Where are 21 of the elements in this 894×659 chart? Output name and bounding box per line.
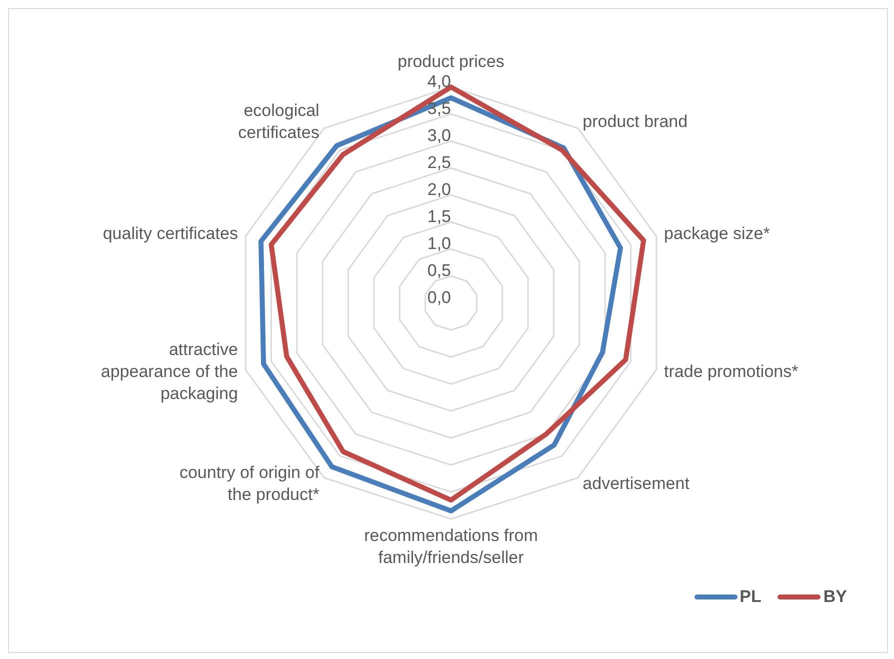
y-tick-label: 3,5 [427,99,451,118]
y-tick-label: 1,5 [427,207,451,226]
y-tick-label: 2,5 [427,153,451,172]
spoke-label: ecological certificates [238,100,320,142]
spoke-label: country of origin of the product* [179,463,320,504]
spoke-label: advertisement [582,474,690,494]
spoke-label: product brand [582,112,688,131]
spoke-label: recommendations from family/friends/seller [364,526,538,567]
y-tick-label: 4,0 [427,72,451,91]
legend-label: PL [740,587,762,607]
spoke-label: trade promotions* [664,362,799,382]
y-tick-label: 2,0 [427,180,451,199]
legend-label: BY [823,587,847,607]
y-tick-label: 3,0 [427,126,451,145]
y-tick-label: 1,0 [427,234,451,253]
spoke-label: quality certificates [102,224,238,243]
y-tick-label: 0,0 [427,288,451,307]
spoke-label: attractive appearance of the packaging [100,340,238,404]
y-tick-label: 0,5 [427,261,451,280]
spoke-label: package size* [664,224,770,243]
spoke-label: product prices [398,52,504,71]
